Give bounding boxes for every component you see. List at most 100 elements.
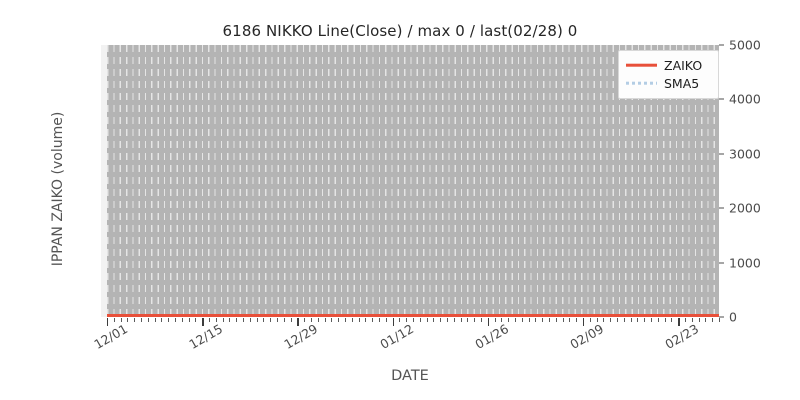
x-tick-minor bbox=[188, 318, 190, 322]
x-tick-major bbox=[487, 318, 490, 326]
x-tick-minor bbox=[311, 318, 312, 322]
y-axis-tick: 2000 bbox=[719, 201, 761, 216]
x-tick-minor bbox=[209, 318, 210, 322]
y-tick-mark bbox=[719, 207, 724, 209]
x-tick-minor bbox=[113, 318, 115, 322]
x-tick-major bbox=[392, 318, 394, 326]
x-tick-minor bbox=[719, 318, 720, 322]
plot-area bbox=[101, 45, 719, 317]
x-tick-minor bbox=[385, 318, 387, 322]
x-tick-minor bbox=[345, 318, 346, 322]
x-tick-minor bbox=[229, 318, 231, 322]
x-tick-minor bbox=[623, 318, 625, 322]
x-tick-minor bbox=[481, 318, 482, 322]
x-tick-minor bbox=[283, 318, 285, 322]
x-tick-minor bbox=[453, 318, 455, 322]
x-axis-labels: 12/01 12/15 12/29 01/12 01/26 02/09 02/23 bbox=[91, 321, 719, 370]
x-tick-minor bbox=[419, 318, 421, 322]
x-tick-minor bbox=[181, 318, 183, 322]
x-tick-minor bbox=[685, 318, 686, 322]
legend-swatch-sma5-icon bbox=[626, 78, 657, 88]
y-tick-label: 3000 bbox=[729, 146, 761, 162]
x-tick-minor bbox=[141, 318, 142, 322]
chart-legend[interactable]: ZAIKO SMA5 bbox=[618, 50, 719, 99]
x-tick-minor bbox=[154, 318, 156, 322]
x-axis-ticks bbox=[107, 318, 720, 327]
x-tick-minor bbox=[610, 318, 612, 322]
x-tick-minor bbox=[433, 318, 435, 322]
y-axis-title: IPPAN ZAIKO (volume) bbox=[50, 111, 66, 267]
x-tick-minor bbox=[175, 318, 176, 322]
x-tick-minor bbox=[691, 318, 693, 322]
x-tick-minor bbox=[555, 318, 557, 322]
x-tick-major bbox=[583, 318, 585, 326]
y-axis-tick: 5000 bbox=[719, 38, 761, 53]
legend-label-zaiko: ZAIKO bbox=[664, 57, 703, 73]
legend-entry-zaiko[interactable]: ZAIKO bbox=[626, 56, 711, 74]
legend-swatch-zaiko-icon bbox=[626, 60, 657, 70]
y-axis-right: 0 1000 2000 3000 4000 5000 bbox=[719, 38, 789, 325]
x-tick-minor bbox=[290, 318, 292, 322]
x-tick-minor bbox=[501, 318, 503, 322]
y-axis-tick: 4000 bbox=[719, 92, 761, 107]
x-tick-minor bbox=[494, 318, 496, 322]
x-tick-minor bbox=[535, 318, 537, 322]
x-tick-minor bbox=[576, 318, 578, 322]
y-axis-tick: 3000 bbox=[719, 146, 761, 161]
x-tick-major bbox=[202, 318, 204, 326]
x-tick-minor bbox=[671, 318, 673, 322]
x-tick-minor bbox=[528, 318, 530, 322]
x-tick-minor bbox=[147, 318, 149, 322]
x-tick-minor bbox=[236, 318, 238, 322]
x-tick-minor bbox=[161, 318, 163, 322]
x-tick-minor bbox=[168, 318, 170, 322]
x-tick-minor bbox=[379, 318, 380, 322]
x-tick-minor bbox=[324, 318, 326, 322]
chart-title: 6186 NIKKO Line(Close) / max 0 / last(02… bbox=[222, 22, 578, 40]
x-tick-minor bbox=[521, 318, 523, 322]
y-tick-mark bbox=[719, 153, 724, 155]
y-axis-tick: 0 bbox=[719, 310, 737, 325]
legend-entry-sma5[interactable]: SMA5 bbox=[626, 74, 711, 92]
x-tick-minor bbox=[542, 318, 544, 322]
x-tick-minor bbox=[664, 318, 666, 322]
x-tick-minor bbox=[467, 318, 469, 322]
x-tick-minor bbox=[249, 318, 251, 322]
x-tick-minor bbox=[603, 318, 605, 322]
x-tick-minor bbox=[263, 318, 265, 322]
x-tick-minor bbox=[331, 318, 333, 322]
x-tick-minor bbox=[338, 318, 340, 322]
x-tick-minor bbox=[134, 318, 136, 322]
x-tick-minor bbox=[447, 318, 448, 322]
x-tick-minor bbox=[304, 318, 306, 322]
legend-label-sma5: SMA5 bbox=[664, 75, 700, 91]
x-tick-minor bbox=[596, 318, 598, 322]
x-tick-minor bbox=[365, 318, 367, 322]
x-tick-minor bbox=[215, 318, 217, 322]
x-tick-minor bbox=[508, 318, 510, 322]
x-tick-minor bbox=[549, 318, 550, 322]
vertical-gridlines bbox=[107, 45, 719, 317]
x-tick-minor bbox=[515, 318, 516, 322]
y-tick-mark bbox=[719, 262, 724, 264]
x-tick-major bbox=[107, 318, 109, 326]
x-tick-minor bbox=[651, 318, 652, 322]
x-tick-minor bbox=[120, 318, 122, 322]
y-tick-label: 4000 bbox=[729, 91, 761, 107]
y-tick-mark bbox=[719, 316, 724, 318]
x-tick-minor bbox=[460, 318, 462, 322]
x-tick-minor bbox=[637, 318, 639, 322]
y-tick-mark bbox=[719, 98, 724, 100]
x-tick-minor bbox=[644, 318, 646, 322]
x-tick-minor bbox=[270, 318, 272, 322]
y-tick-label: 2000 bbox=[729, 200, 761, 216]
x-tick-minor bbox=[426, 318, 428, 322]
x-tick-minor bbox=[657, 318, 659, 322]
x-tick-minor bbox=[351, 318, 353, 322]
x-tick-minor bbox=[698, 318, 700, 322]
y-tick-label: 1000 bbox=[729, 255, 761, 271]
x-tick-minor bbox=[399, 318, 401, 322]
x-tick-major bbox=[678, 318, 680, 326]
x-tick-minor bbox=[440, 318, 442, 322]
